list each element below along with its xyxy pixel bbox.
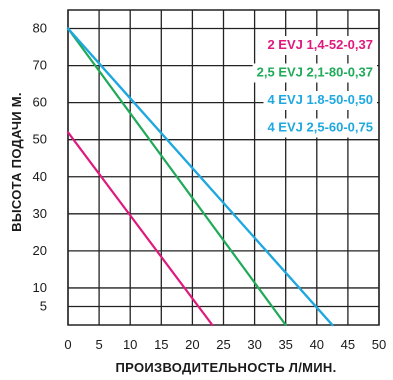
- legend-item-background: [263, 36, 377, 55]
- x-tick-label: 5: [95, 337, 102, 352]
- legend-item-background: [252, 63, 377, 83]
- y-tick-label: 5: [40, 298, 47, 313]
- legend-item-2: 2,5 EVJ 2,1-80-0,37: [257, 65, 373, 80]
- y-tick-label: 70: [33, 58, 47, 73]
- legend: 2 EVJ 1,4-52-0,37 2,5 EVJ 2,1-80-0,37 4 EV…: [252, 36, 377, 138]
- y-tick-label: 20: [33, 243, 47, 258]
- y-tick-label: 30: [33, 206, 47, 221]
- x-tick-label: 30: [247, 337, 261, 352]
- x-tick-label: 20: [185, 337, 199, 352]
- x-tick-label: 45: [341, 337, 355, 352]
- y-tick-label: 80: [33, 21, 47, 36]
- series-line-4: [66, 27, 334, 327]
- y-tick-labels: 5 10 20 30 40 50 60 70 80: [33, 21, 47, 314]
- x-axis-title: ПРОИЗВОДИТЕЛЬНОСТЬ Л/МИН.: [116, 360, 337, 375]
- legend-item-background: [263, 91, 377, 110]
- series-line-1: [66, 131, 214, 327]
- legend-item-1: 2 EVJ 1,4-52-0,37: [267, 37, 373, 52]
- series-line-2: [66, 27, 287, 327]
- y-axis-title: ВЫСОТА ПОДАЧИ М.: [9, 92, 24, 232]
- legend-item-4: 4 EVJ 2,5-60-0,75: [267, 120, 373, 135]
- x-tick-label: 25: [216, 337, 230, 352]
- x-tick-label: 0: [64, 337, 71, 352]
- y-tick-label: 40: [33, 169, 47, 184]
- legend-item-3: 4 EVJ 1.8-50-0,50: [267, 92, 373, 107]
- plot-frame: [67, 9, 380, 326]
- x-tick-label: 15: [154, 337, 168, 352]
- x-tick-label: 50: [372, 337, 386, 352]
- legend-item-background: [263, 118, 377, 138]
- series-lines: [66, 27, 334, 327]
- y-tick-label: 60: [33, 95, 47, 110]
- x-tick-labels: 0 5 10 15 20 25 30 35 40 45 50: [64, 337, 386, 352]
- x-tick-label: 40: [310, 337, 324, 352]
- y-tick-label: 10: [33, 280, 47, 295]
- x-tick-label: 35: [278, 337, 292, 352]
- x-tick-label: 10: [123, 337, 137, 352]
- y-tick-label: 50: [33, 132, 47, 147]
